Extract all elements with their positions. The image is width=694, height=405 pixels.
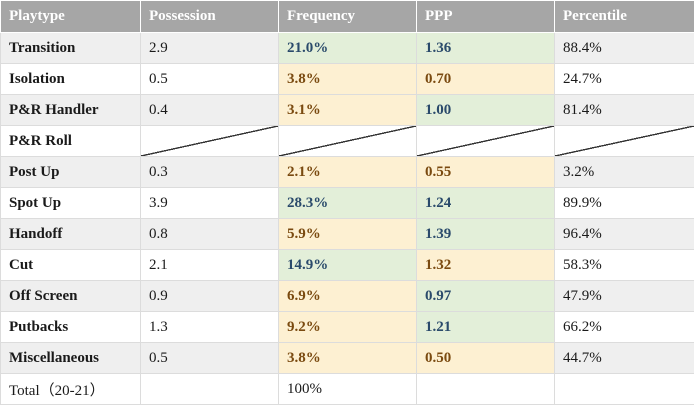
cell-playtype: Handoff: [1, 219, 141, 250]
cell-percentile: 58.3%: [555, 250, 694, 281]
cell-playtype: Transition: [1, 33, 141, 64]
cell-percentile: 3.2%: [555, 157, 694, 188]
cell-playtype: Miscellaneous: [1, 343, 141, 374]
total-frequency: 100%: [279, 374, 417, 405]
cell-frequency: 9.2%: [279, 312, 417, 343]
cell-frequency: 6.9%: [279, 281, 417, 312]
cell-ppp: 0.55: [417, 157, 555, 188]
cell-possession: 0.5: [141, 64, 279, 95]
cell-percentile: 44.7%: [555, 343, 694, 374]
header-row: Playtype Possession Frequency PPP Percen…: [1, 1, 694, 33]
cell-percentile: [555, 126, 694, 157]
header-playtype: Playtype: [1, 1, 141, 33]
cell-playtype: Spot Up: [1, 188, 141, 219]
cell-possession: 2.9: [141, 33, 279, 64]
cell-frequency: 2.1%: [279, 157, 417, 188]
cell-frequency: 14.9%: [279, 250, 417, 281]
cell-possession: [141, 126, 279, 157]
cell-frequency: 3.8%: [279, 64, 417, 95]
cell-possession: 3.9: [141, 188, 279, 219]
cell-possession: 2.1: [141, 250, 279, 281]
cell-playtype: Off Screen: [1, 281, 141, 312]
cell-possession: 0.5: [141, 343, 279, 374]
total-ppp: [417, 374, 555, 405]
cell-possession: 0.3: [141, 157, 279, 188]
cell-ppp: 0.97: [417, 281, 555, 312]
cell-possession: 0.9: [141, 281, 279, 312]
cell-frequency: 5.9%: [279, 219, 417, 250]
cell-possession: 0.8: [141, 219, 279, 250]
header-percentile: Percentile: [555, 1, 694, 33]
cell-playtype: P&R Roll: [1, 126, 141, 157]
cell-playtype: Isolation: [1, 64, 141, 95]
cell-frequency: 28.3%: [279, 188, 417, 219]
cell-ppp: 1.39: [417, 219, 555, 250]
cell-ppp: 0.50: [417, 343, 555, 374]
cell-ppp: 1.36: [417, 33, 555, 64]
header-frequency: Frequency: [279, 1, 417, 33]
cell-percentile: 89.9%: [555, 188, 694, 219]
header-ppp: PPP: [417, 1, 555, 33]
cell-frequency: 3.1%: [279, 95, 417, 126]
cell-frequency: 3.8%: [279, 343, 417, 374]
cell-frequency: [279, 126, 417, 157]
cell-percentile: 81.4%: [555, 95, 694, 126]
cell-playtype: Cut: [1, 250, 141, 281]
cell-percentile: 88.4%: [555, 33, 694, 64]
total-row: Total（20-21） 100%: [1, 374, 694, 405]
total-possession: [141, 374, 279, 405]
cell-ppp: 0.70: [417, 64, 555, 95]
cell-ppp: [417, 126, 555, 157]
header-possession: Possession: [141, 1, 279, 33]
cell-possession: 1.3: [141, 312, 279, 343]
cell-playtype: Putbacks: [1, 312, 141, 343]
cell-percentile: 47.9%: [555, 281, 694, 312]
total-percentile: [555, 374, 694, 405]
cell-ppp: 1.21: [417, 312, 555, 343]
cell-frequency: 21.0%: [279, 33, 417, 64]
cell-ppp: 1.32: [417, 250, 555, 281]
cell-percentile: 66.2%: [555, 312, 694, 343]
cell-playtype: Post Up: [1, 157, 141, 188]
cell-percentile: 24.7%: [555, 64, 694, 95]
cell-ppp: 1.00: [417, 95, 555, 126]
cell-possession: 0.4: [141, 95, 279, 126]
total-label: Total（20-21）: [1, 374, 141, 405]
cell-ppp: 1.24: [417, 188, 555, 219]
cell-playtype: P&R Handler: [1, 95, 141, 126]
table-row: P&R Roll: [1, 126, 694, 157]
cell-percentile: 96.4%: [555, 219, 694, 250]
